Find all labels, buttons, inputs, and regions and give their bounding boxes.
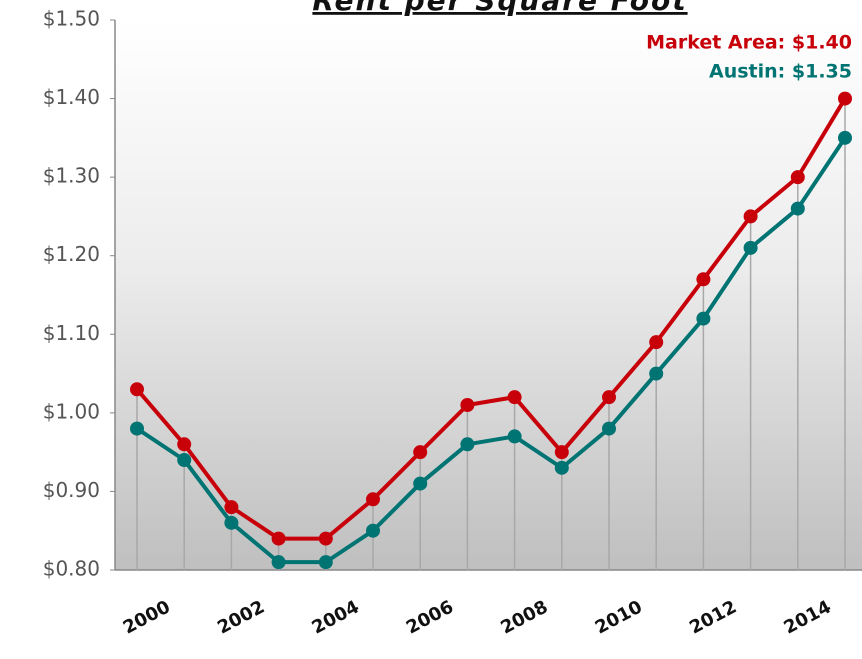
y-tick-label: $0.90 <box>43 478 100 502</box>
point <box>602 390 616 405</box>
point <box>602 421 616 436</box>
point <box>413 445 428 460</box>
point <box>460 398 475 412</box>
point <box>130 382 144 397</box>
annotation: Market Area: $1.40 <box>646 32 852 54</box>
y-tick-label: $1.50 <box>43 7 100 31</box>
point <box>224 515 239 530</box>
point <box>271 555 286 570</box>
point <box>177 437 192 452</box>
point <box>271 531 286 546</box>
point <box>838 130 852 145</box>
annotation: Austin: $1.35 <box>709 61 852 83</box>
point <box>460 437 475 452</box>
series-line <box>135 136 847 565</box>
point <box>507 390 522 405</box>
y-tick-label: $1.00 <box>43 399 100 423</box>
point <box>413 476 428 491</box>
point <box>318 555 333 570</box>
point <box>790 170 805 185</box>
chart-title: Rent per Square Foot <box>312 0 687 17</box>
point <box>366 523 380 538</box>
point <box>743 240 758 255</box>
point <box>743 209 758 224</box>
y-tick-label: $1.10 <box>43 321 100 345</box>
point <box>838 91 852 106</box>
point <box>507 429 522 444</box>
point <box>554 445 569 460</box>
point <box>366 492 380 507</box>
series-line <box>135 97 847 541</box>
y-tick-label: $1.30 <box>43 164 100 188</box>
y-tick-label: $0.80 <box>43 557 100 581</box>
point <box>649 335 664 350</box>
point <box>696 311 711 326</box>
point <box>790 201 805 216</box>
point <box>649 366 664 381</box>
point <box>130 421 144 436</box>
point <box>696 272 711 287</box>
point <box>318 531 333 546</box>
y-tick-label: $1.20 <box>43 242 100 266</box>
point <box>177 453 192 467</box>
point <box>224 500 239 515</box>
y-tick-label: $1.40 <box>43 85 100 109</box>
point <box>554 460 569 475</box>
plot-area <box>115 20 862 570</box>
